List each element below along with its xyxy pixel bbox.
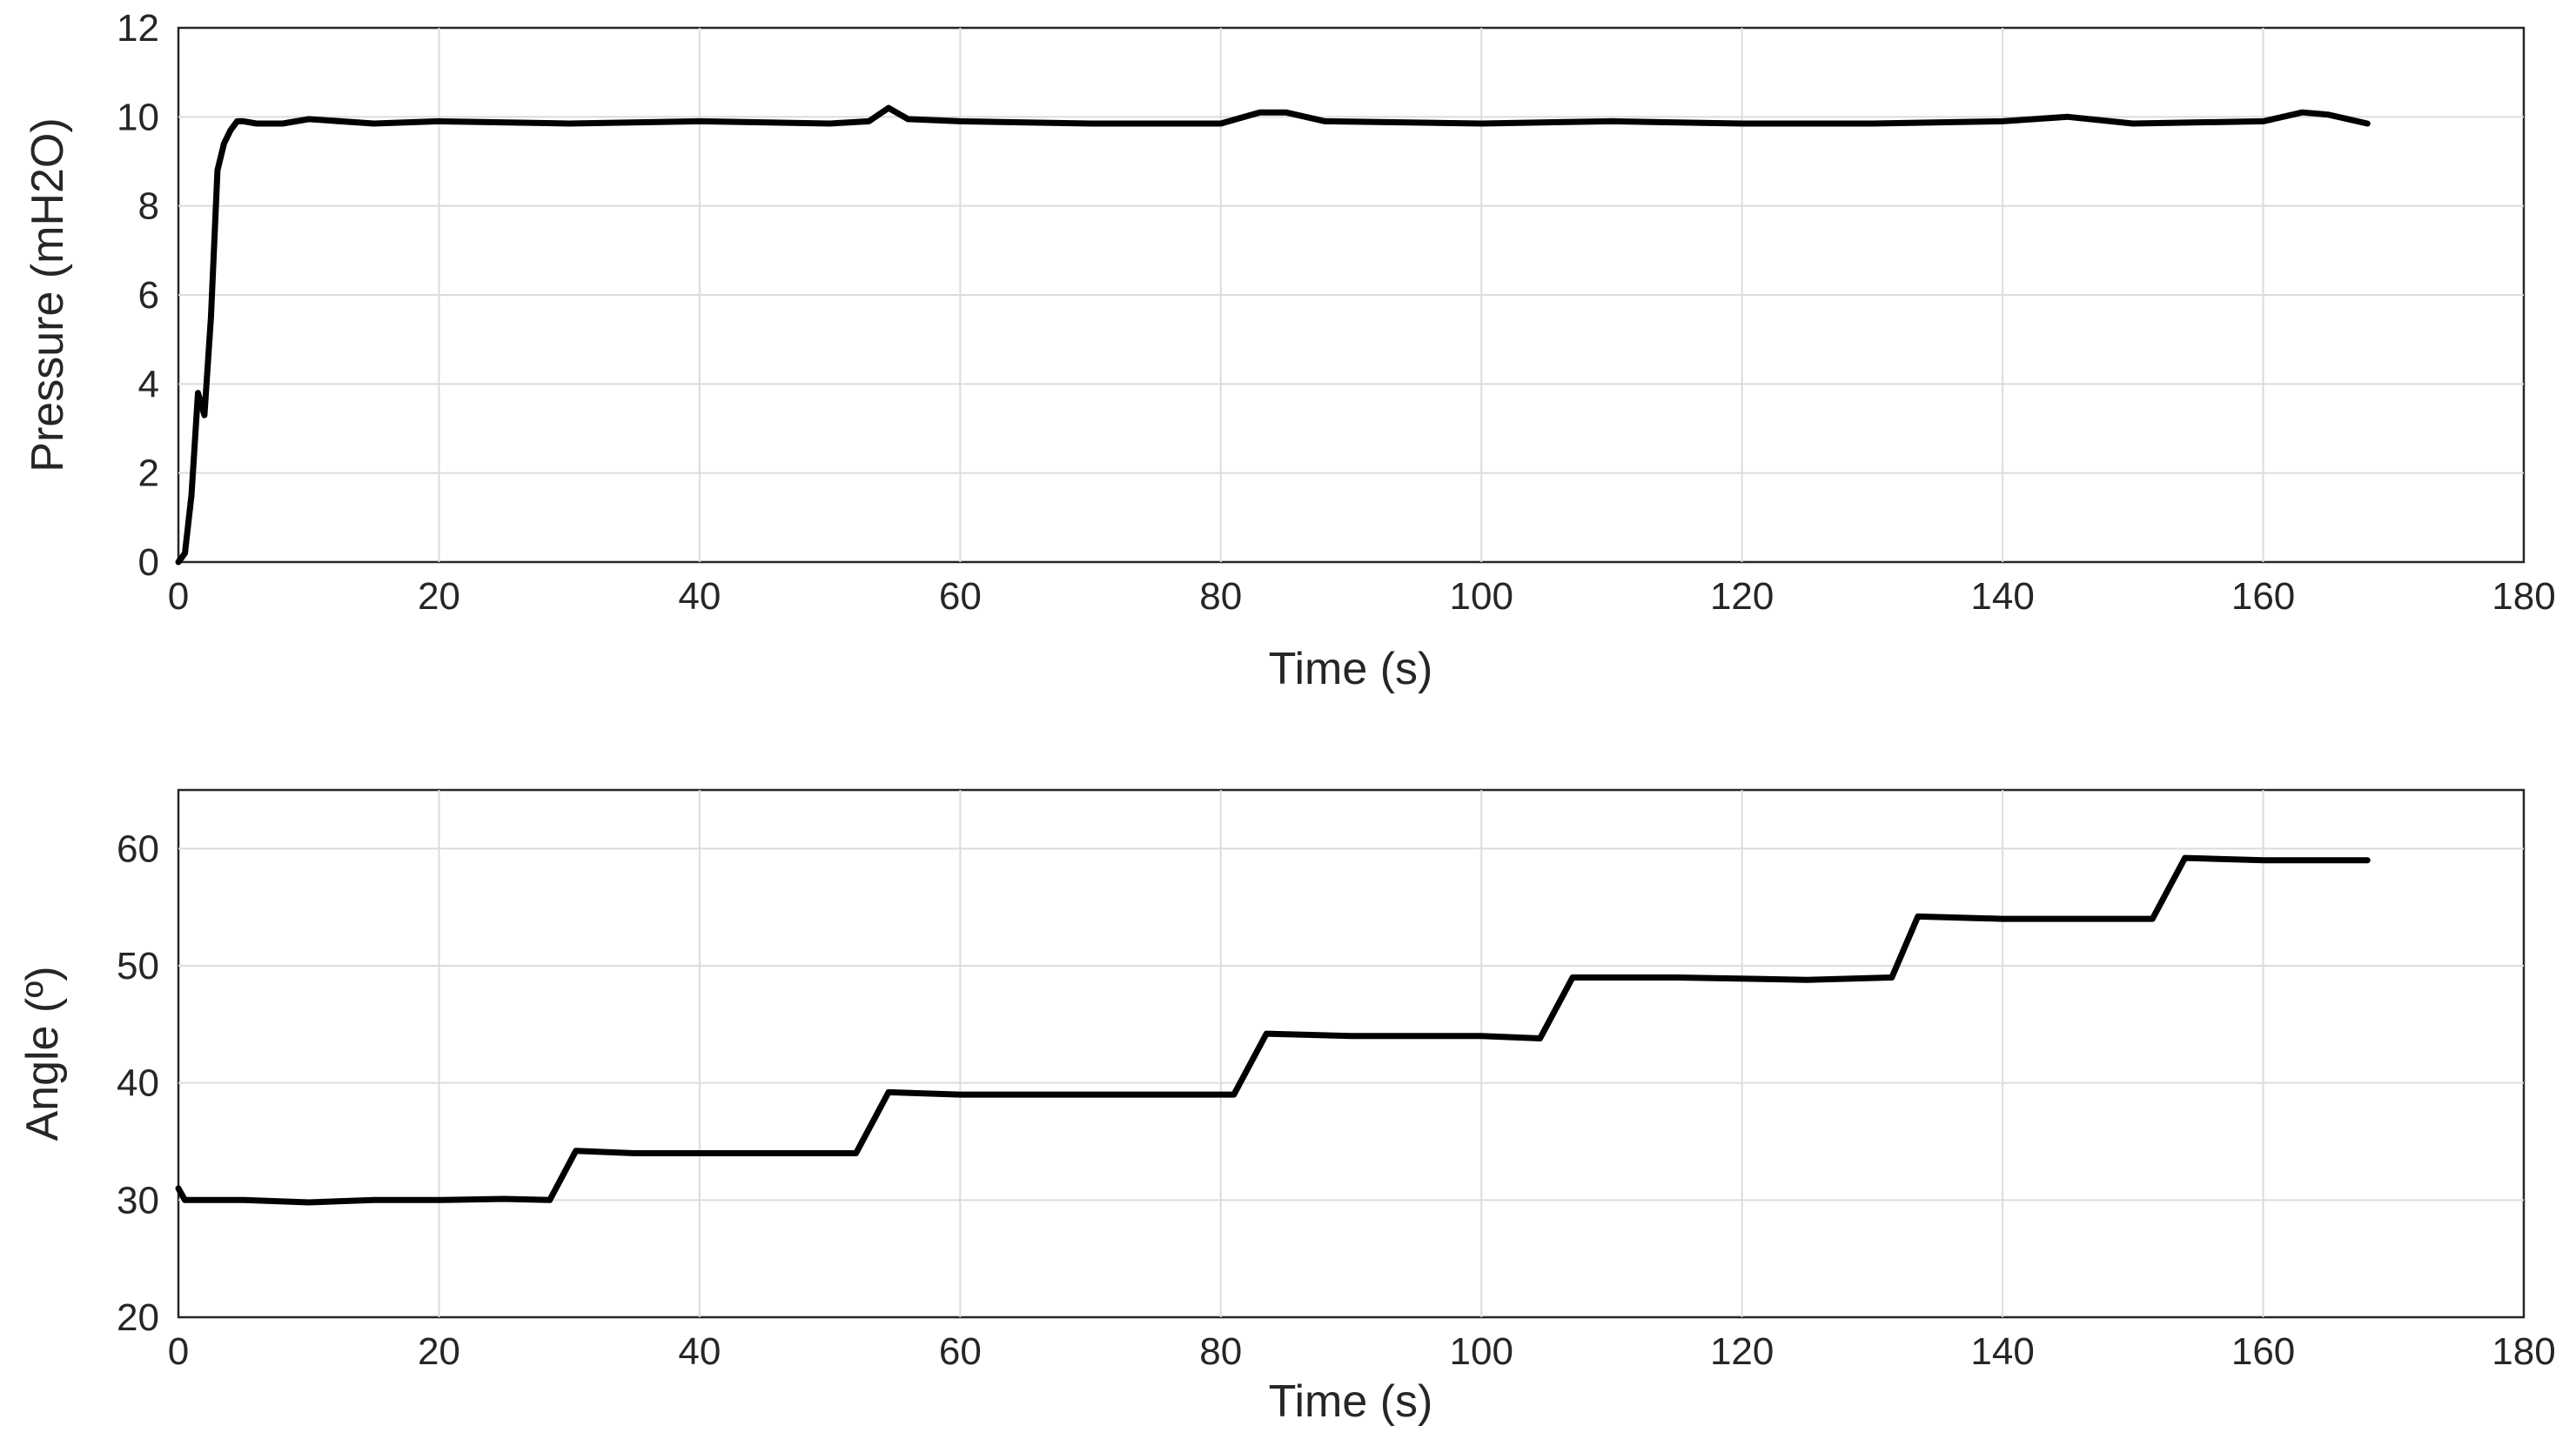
pressure-x-axis-label: Time (s)	[1269, 644, 1433, 694]
angle-y-tick-label: 50	[117, 945, 159, 987]
pressure-y-tick-label: 0	[138, 541, 159, 584]
angle-grid	[178, 790, 2524, 1317]
angle-x-tick-label: 20	[418, 1330, 460, 1373]
pressure-x-tick-label: 0	[168, 575, 189, 618]
angle-x-tick-label: 60	[939, 1330, 982, 1373]
pressure-y-tick-label: 10	[117, 96, 159, 138]
angle-series-line	[175, 854, 2371, 1206]
angle-x-ticks: 0 20 40 60 80 100 120 140 160 180	[168, 1330, 2556, 1373]
angle-x-tick-label: 140	[1970, 1330, 2034, 1373]
pressure-y-tick-label: 12	[117, 7, 159, 50]
pressure-chart: 0 20 40 60 80 100 120 140 160 180 0 2 4 6 8 10 12 Time …	[23, 7, 2556, 694]
angle-axes-box	[177, 788, 2526, 1319]
angle-x-tick-label: 120	[1710, 1330, 1774, 1373]
pressure-x-tick-label: 40	[678, 575, 721, 618]
pressure-y-ticks: 0 2 4 6 8 10 12	[117, 7, 159, 584]
pressure-x-tick-label: 100	[1450, 575, 1513, 618]
pressure-grid	[178, 28, 2524, 562]
pressure-y-tick-label: 4	[138, 363, 159, 405]
pressure-series-line	[175, 104, 2371, 566]
pressure-y-tick-label: 2	[138, 452, 159, 495]
pressure-x-tick-label: 140	[1970, 575, 2034, 618]
pressure-x-tick-label: 80	[1199, 575, 1242, 618]
angle-x-axis-label: Time (s)	[1269, 1376, 1433, 1427]
angle-x-tick-label: 80	[1199, 1330, 1242, 1373]
pressure-y-tick-label: 8	[138, 185, 159, 228]
pressure-x-tick-label: 60	[939, 575, 982, 618]
angle-y-tick-label: 40	[117, 1062, 159, 1105]
angle-x-tick-label: 160	[2231, 1330, 2295, 1373]
angle-x-tick-label: 0	[168, 1330, 189, 1373]
pressure-x-tick-label: 120	[1710, 575, 1774, 618]
angle-y-ticks: 20 30 40 50 60	[117, 827, 159, 1339]
angle-y-tick-label: 20	[117, 1296, 159, 1339]
pressure-x-tick-label: 180	[2492, 575, 2555, 618]
angle-y-tick-label: 60	[117, 827, 159, 870]
angle-x-tick-label: 100	[1450, 1330, 1513, 1373]
angle-y-tick-label: 30	[117, 1179, 159, 1222]
pressure-x-tick-label: 160	[2231, 575, 2295, 618]
angle-y-axis-label: Angle (º)	[17, 966, 68, 1141]
pressure-y-axis-label: Pressure (mH2O)	[23, 117, 73, 472]
pressure-x-ticks: 0 20 40 60 80 100 120 140 160 180	[168, 575, 2556, 618]
pressure-x-tick-label: 20	[418, 575, 460, 618]
angle-x-tick-label: 40	[678, 1330, 721, 1373]
angle-x-tick-label: 180	[2492, 1330, 2555, 1373]
pressure-y-tick-label: 6	[138, 274, 159, 317]
